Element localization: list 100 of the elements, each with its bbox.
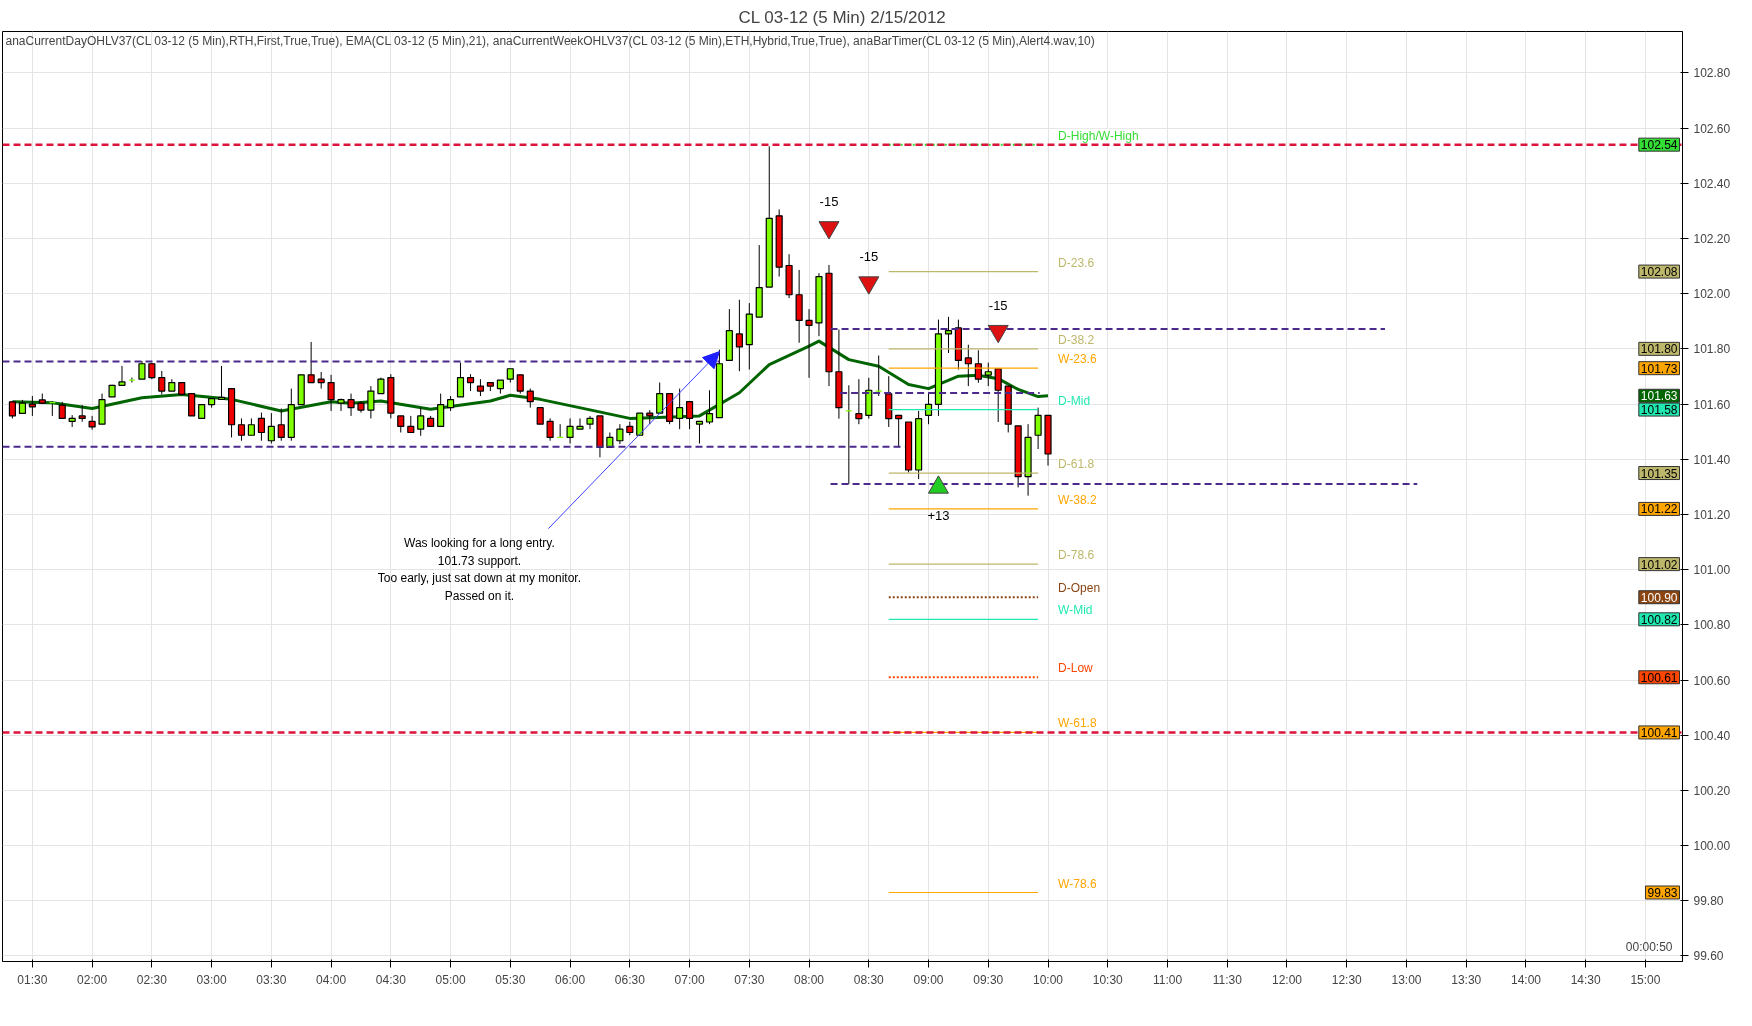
y-tick-label: 99.60 [1693,949,1724,964]
y-tick-label: 101.00 [1693,563,1731,578]
candlestick [456,362,465,398]
annotation: 102.54 [1640,138,1678,153]
annotation: 99.83 [1647,886,1678,901]
annotation: 101.22 [1640,502,1678,517]
annotation: -15 [819,193,839,209]
x-tick-label: 02:00 [77,972,108,987]
annotation: 101.58 [1640,403,1678,418]
x-tick-label: 11:00 [1152,972,1183,987]
candlestick [984,362,992,387]
x-tick-label: 07:00 [674,972,705,987]
annotation: 102.08 [1640,265,1678,280]
x-tick-label: 10:30 [1092,972,1124,987]
annotation: -15 [988,297,1008,313]
annotation: -15 [859,249,879,265]
candlestick [924,392,933,425]
x-tick-label: 06:30 [614,972,646,987]
candlestick [327,374,335,412]
candlestick [964,344,972,387]
annotation: 101.73 [1640,361,1678,376]
candlestick [237,417,246,442]
series-label: D-High/W-High [1058,128,1139,143]
candlestick [855,378,863,425]
annotation: 101.02 [1640,557,1678,572]
candlestick [188,392,196,417]
candlestick [546,417,554,442]
series-label: D-Open [1058,581,1101,596]
candlestick [267,412,275,445]
x-tick-label: 02:30 [136,972,168,987]
candlestick [516,374,524,395]
annotation: 100.41 [1640,725,1678,740]
series-label: W-61.8 [1058,716,1097,731]
x-tick-label: 09:00 [913,972,944,987]
x-tick-label: 11:30 [1212,972,1243,987]
annotation: anaCurrentDayOHLV37(CL 03-12 (5 Min),RTH,First,True,True), EMA(CL 03-12 (5 Min),21), anaCurrentWeekOHLV37(CL 03-12 (5 Min),ETH,Hybrid,True,True), anaBarTimer(CL 03-12 (5 Min),Alert4.wav,10) [5,33,1095,48]
candlestick [217,365,226,400]
annotation: +13 [927,507,950,523]
candlestick [805,308,813,379]
y-tick-label: 102.40 [1693,176,1731,191]
candlestick [417,407,425,437]
annotation: 100.61 [1640,670,1678,685]
x-tick-label: 01:30 [17,972,48,987]
y-tick-label: 102.20 [1693,231,1731,246]
series-label: D-38.2 [1058,332,1095,347]
y-tick-label: 101.40 [1693,452,1731,467]
y-tick-label: 101.80 [1693,342,1731,357]
x-tick-label: 05:30 [495,972,526,987]
line-series [10,339,1050,420]
y-tick-label: 99.80 [1693,894,1724,909]
candlestick [586,415,594,430]
series-label: W-38.2 [1058,492,1097,507]
y-tick-label: 100.60 [1693,673,1731,688]
candlestick [307,341,315,384]
y-tick-label: 101.60 [1693,397,1731,412]
candlestick [616,423,624,445]
series-label: D-61.8 [1058,457,1095,472]
annotation: Was looking for a long entry. 101.73 support. Too early, just sat down at my monitor. Passed on it. [377,536,582,603]
y-tick-label: 100.40 [1693,728,1731,743]
candlestick [158,370,166,395]
candlestick [705,389,714,425]
candlestick [656,382,664,414]
annotation: 00:00:50 [1625,939,1673,954]
y-tick-label: 100.00 [1693,839,1731,854]
candlestick [695,420,704,445]
x-tick-label: 04:30 [375,972,407,987]
x-tick-label: 09:30 [973,972,1004,987]
y-tick-label: 100.20 [1693,783,1731,798]
y-tick-label: 102.00 [1693,287,1731,302]
candlestick [337,398,345,412]
x-tick-label: 14:00 [1510,972,1542,987]
candlestick [895,414,903,448]
y-tick-label: 100.80 [1693,618,1731,633]
annotation: 100.82 [1640,612,1678,627]
candlestick [118,365,126,386]
x-tick-label: 08:30 [853,972,885,987]
candlestick [576,417,584,430]
x-tick-label: 13:00 [1391,972,1422,987]
series-label: W-78.6 [1058,876,1097,891]
candlestick [636,412,644,436]
y-tick-label: 102.60 [1693,121,1731,136]
chart-title: CL 03-12 (5 Min) 2/15/2012 [738,7,946,27]
candlestick [944,316,953,354]
x-tick-label: 12:30 [1331,972,1363,987]
y-tick-label: 102.80 [1693,66,1731,81]
candlestick [676,388,684,430]
candlestick [277,407,285,442]
annotation: 100.90 [1640,590,1678,605]
candlestick [437,393,445,428]
series-label: W-Mid [1058,603,1093,618]
candlestick [257,412,266,442]
annotation: 101.80 [1640,342,1678,357]
candlestick [566,417,574,445]
x-tick-label: 15:00 [1630,972,1661,987]
x-tick-label: 10:00 [1033,972,1064,987]
annotation: 101.63 [1640,389,1678,404]
x-tick-label: 06:00 [555,972,586,987]
y-tick-label: 101.20 [1693,507,1731,522]
candlestick [685,400,694,430]
annotation: 101.35 [1640,466,1678,481]
